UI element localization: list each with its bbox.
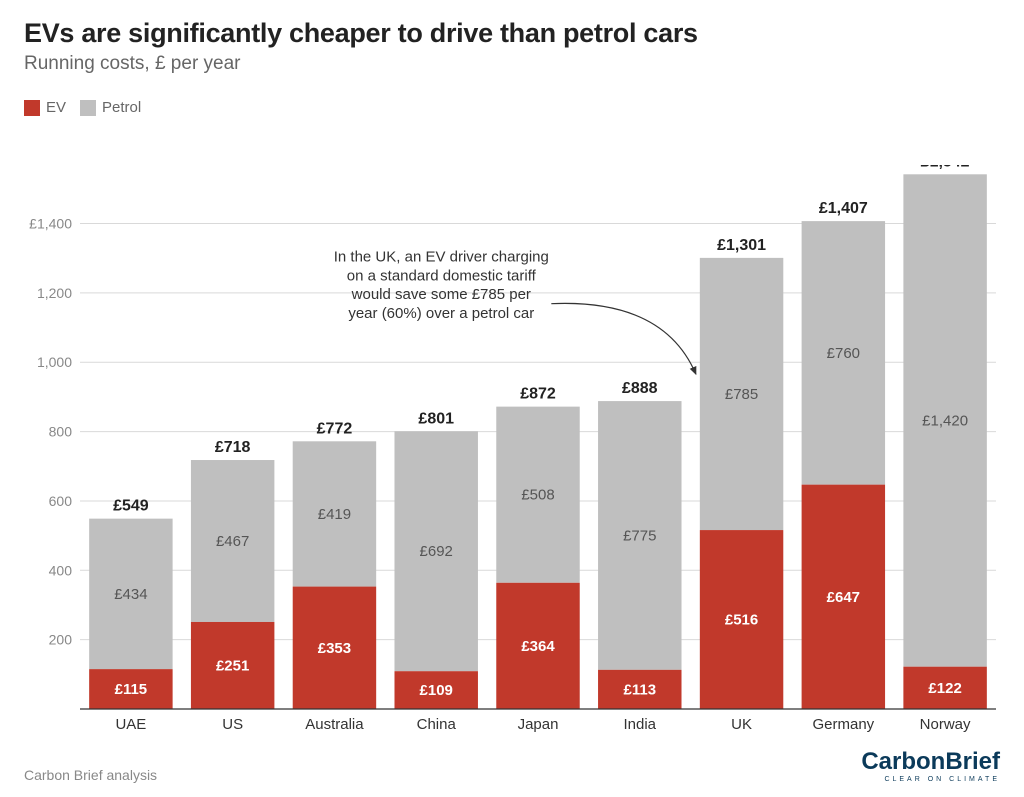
x-category-label: India xyxy=(624,716,657,733)
brand-tagline: CLEAR ON CLIMATE xyxy=(861,776,1000,783)
brand-logo: CarbonBrief CLEAR ON CLIMATE xyxy=(861,750,1000,783)
y-tick-label: 800 xyxy=(49,424,73,440)
source-text: Carbon Brief analysis xyxy=(24,767,157,783)
legend-swatch-petrol xyxy=(80,100,96,116)
y-tick-label: 1,000 xyxy=(37,354,72,370)
bar-petrol-label: £775 xyxy=(623,527,656,544)
bar-ev-label: £364 xyxy=(521,638,555,655)
bar-petrol-label: £508 xyxy=(521,487,554,504)
chart-title: EVs are significantly cheaper to drive t… xyxy=(24,18,1000,49)
annotation-line: year (60%) over a petrol car xyxy=(348,305,534,322)
bar-petrol-label: £760 xyxy=(827,345,860,362)
x-category-label: Norway xyxy=(920,716,971,733)
bar-ev-label: £647 xyxy=(827,589,860,606)
x-category-label: US xyxy=(222,716,243,733)
annotation-line: would save some £785 per xyxy=(351,286,531,303)
brand-part1: Carbon xyxy=(861,748,945,775)
legend: EV Petrol xyxy=(24,99,1000,116)
page: EVs are significantly cheaper to drive t… xyxy=(0,0,1024,797)
x-category-label: UAE xyxy=(115,716,146,733)
bar-ev-label: £251 xyxy=(216,657,249,674)
bar-total-label: £549 xyxy=(113,498,149,515)
x-category-label: China xyxy=(417,716,457,733)
bar-total-label: £718 xyxy=(215,439,251,456)
annotation-line: on a standard domestic tariff xyxy=(347,267,537,284)
legend-item-ev: EV xyxy=(24,99,66,116)
x-category-label: Germany xyxy=(812,716,874,733)
chart-subtitle: Running costs, £ per year xyxy=(24,53,1000,75)
y-tick-label: 1,200 xyxy=(37,285,72,301)
legend-swatch-ev xyxy=(24,100,40,116)
y-tick-label: 200 xyxy=(49,632,73,648)
legend-item-petrol: Petrol xyxy=(80,99,141,116)
bar-petrol-label: £1,420 xyxy=(922,413,968,430)
x-category-label: Australia xyxy=(305,716,364,733)
bar-chart-svg: 200 400 600 800 1,000 1,200 £1,400 £549 £434 £115… xyxy=(24,165,1000,737)
bar-petrol-label: £419 xyxy=(318,506,351,523)
bar-total-label: £1,301 xyxy=(717,237,766,254)
annotation-arrow xyxy=(551,303,696,374)
y-tick-label: £1,400 xyxy=(29,216,72,232)
bar-total-label: £888 xyxy=(622,380,658,397)
bar-total-label: £801 xyxy=(418,410,454,427)
bar-total-label: £1,407 xyxy=(819,200,868,217)
bar-total-label: £772 xyxy=(317,420,353,437)
bar-ev-label: £115 xyxy=(115,681,148,698)
brand-part2: Brief xyxy=(945,748,1000,775)
y-tick-label: 600 xyxy=(49,493,73,509)
legend-label-ev: EV xyxy=(46,99,66,116)
bar-ev-label: £353 xyxy=(318,640,351,657)
bar-ev-label: £122 xyxy=(928,680,961,697)
bar-petrol-label: £785 xyxy=(725,386,758,403)
bar-petrol-label: £692 xyxy=(420,543,453,560)
chart-area: 200 400 600 800 1,000 1,200 £1,400 £549 £434 £115… xyxy=(24,165,1000,737)
footer: Carbon Brief analysis CarbonBrief CLEAR … xyxy=(24,750,1000,783)
bar-ev-label: £113 xyxy=(624,681,657,698)
bar-total-label: £1,542 xyxy=(921,165,970,170)
x-category-label: Japan xyxy=(518,716,559,733)
x-category-label: UK xyxy=(731,716,752,733)
bar-petrol-label: £434 xyxy=(114,586,147,603)
bar-total-label: £872 xyxy=(520,386,556,403)
y-tick-label: 400 xyxy=(49,562,73,578)
bar-ev-label: £516 xyxy=(725,612,758,629)
annotation-line: In the UK, an EV driver charging xyxy=(334,249,549,266)
bar-ev-label: £109 xyxy=(420,682,453,699)
legend-label-petrol: Petrol xyxy=(102,99,141,116)
bar-petrol-label: £467 xyxy=(216,533,249,550)
